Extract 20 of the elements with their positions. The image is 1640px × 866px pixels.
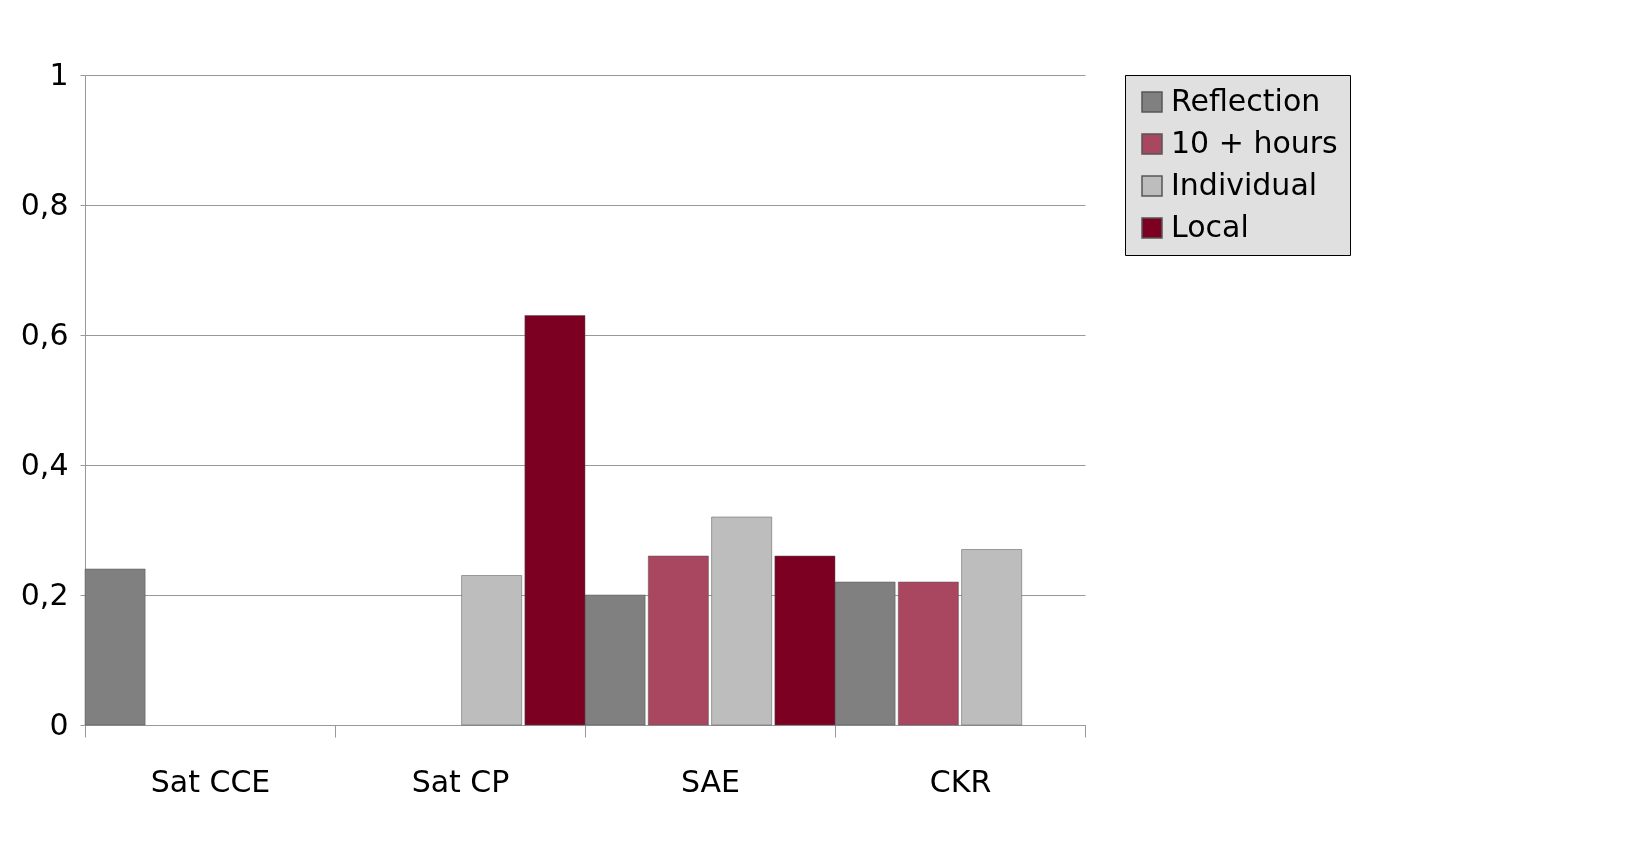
legend-label: Individual [1171,167,1318,202]
legend-label: Reflection [1171,83,1321,118]
legend-label: 10 + hours [1171,125,1338,160]
x-tick-label: Sat CP [411,763,510,799]
x-tick-label: CKR [929,763,992,799]
bar [648,555,709,726]
bar [961,549,1022,726]
bar [711,516,772,726]
x-tick-label: Sat CCE [150,763,271,799]
y-tick-label: 0,4 [20,446,69,482]
y-tick-label: 0,6 [20,316,69,352]
bar [84,568,146,726]
legend-label: Local [1171,209,1249,244]
x-tick-label: SAE [680,763,741,799]
y-tick-label: 1 [49,56,69,92]
bar [461,575,522,726]
y-tick-label: 0,2 [20,576,69,612]
y-tick-label: 0 [49,706,69,742]
y-tick-label: 0,8 [20,186,69,222]
bar [898,581,959,726]
